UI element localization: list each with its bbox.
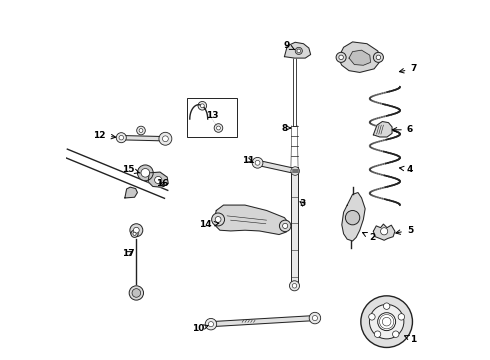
- Circle shape: [130, 224, 143, 237]
- Text: 16: 16: [156, 179, 169, 188]
- Text: 7: 7: [399, 64, 416, 73]
- Circle shape: [255, 160, 260, 165]
- Circle shape: [252, 157, 263, 168]
- Circle shape: [116, 133, 126, 143]
- Text: 6: 6: [392, 125, 413, 134]
- Polygon shape: [125, 187, 137, 198]
- Circle shape: [345, 211, 360, 225]
- Circle shape: [159, 132, 172, 145]
- Text: 2: 2: [363, 233, 375, 242]
- Circle shape: [279, 220, 291, 231]
- Circle shape: [212, 213, 224, 226]
- Circle shape: [198, 102, 207, 110]
- Circle shape: [398, 314, 405, 320]
- Circle shape: [133, 232, 136, 235]
- Circle shape: [139, 129, 143, 132]
- Circle shape: [163, 136, 168, 142]
- Text: 12: 12: [94, 131, 116, 140]
- Polygon shape: [342, 193, 365, 241]
- Polygon shape: [121, 135, 166, 141]
- Circle shape: [137, 165, 153, 181]
- Text: 10: 10: [192, 324, 208, 333]
- Circle shape: [297, 49, 300, 53]
- Circle shape: [290, 281, 299, 291]
- Circle shape: [339, 55, 343, 60]
- Circle shape: [381, 228, 388, 235]
- Circle shape: [133, 290, 140, 296]
- Circle shape: [368, 314, 375, 320]
- Polygon shape: [373, 224, 395, 240]
- Circle shape: [217, 126, 221, 130]
- Text: 13: 13: [206, 111, 219, 120]
- Circle shape: [208, 321, 214, 327]
- Circle shape: [378, 313, 395, 330]
- Circle shape: [376, 55, 381, 60]
- Bar: [187, 98, 237, 137]
- Circle shape: [336, 52, 346, 62]
- Circle shape: [200, 104, 204, 108]
- Circle shape: [155, 176, 162, 184]
- Circle shape: [214, 124, 223, 132]
- Bar: [291, 167, 298, 284]
- Text: 1: 1: [405, 335, 416, 344]
- Circle shape: [119, 135, 123, 140]
- Circle shape: [132, 289, 141, 297]
- Polygon shape: [215, 205, 290, 234]
- Circle shape: [133, 227, 139, 233]
- Circle shape: [383, 303, 390, 309]
- Circle shape: [361, 296, 413, 347]
- Circle shape: [141, 168, 149, 177]
- Circle shape: [131, 230, 138, 237]
- Polygon shape: [338, 42, 381, 72]
- Circle shape: [215, 217, 221, 222]
- Text: 3: 3: [299, 199, 305, 208]
- Circle shape: [205, 319, 217, 330]
- Circle shape: [137, 126, 146, 135]
- Polygon shape: [373, 122, 392, 137]
- Text: 4: 4: [399, 165, 413, 174]
- Text: 8: 8: [281, 123, 291, 132]
- Text: 9: 9: [283, 41, 295, 50]
- Text: 11: 11: [243, 156, 255, 165]
- Circle shape: [283, 223, 288, 229]
- Text: 5: 5: [396, 226, 413, 235]
- Circle shape: [129, 286, 144, 300]
- Polygon shape: [211, 316, 315, 327]
- Polygon shape: [257, 160, 296, 174]
- Text: 14: 14: [199, 220, 219, 229]
- Circle shape: [295, 47, 302, 54]
- Polygon shape: [148, 172, 168, 187]
- Circle shape: [309, 312, 320, 324]
- Circle shape: [392, 331, 399, 337]
- Circle shape: [373, 52, 383, 62]
- Circle shape: [291, 167, 299, 175]
- Circle shape: [374, 331, 381, 337]
- Circle shape: [312, 315, 318, 321]
- Circle shape: [369, 305, 404, 339]
- Polygon shape: [285, 42, 311, 58]
- Text: 15: 15: [122, 165, 140, 174]
- Circle shape: [292, 284, 297, 288]
- Text: 17: 17: [122, 249, 135, 258]
- Polygon shape: [349, 50, 370, 65]
